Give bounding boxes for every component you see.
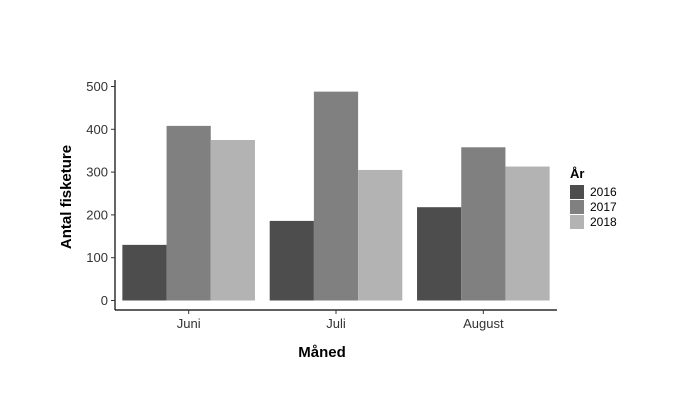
x-tick-label: Juni xyxy=(177,316,201,331)
y-tick-label: 0 xyxy=(101,293,108,308)
bar-juni-2016 xyxy=(122,244,167,301)
legend-title: År xyxy=(570,166,584,181)
bar-juni-2017 xyxy=(166,125,211,301)
bar-august-2017 xyxy=(461,147,506,301)
bar-juli-2017 xyxy=(313,91,359,301)
legend-swatch-2016 xyxy=(570,185,584,199)
bar-juli-2018 xyxy=(358,169,403,301)
bar-juli-2016 xyxy=(269,220,314,301)
legend-label-2017: 2017 xyxy=(590,200,617,214)
y-tick-label: 200 xyxy=(86,207,108,222)
bars-layer xyxy=(122,91,550,301)
x-tick-label: Juli xyxy=(326,316,346,331)
legend-label-2016: 2016 xyxy=(590,185,617,199)
x-tick-label: August xyxy=(463,316,504,331)
legend-swatch-2018 xyxy=(570,215,584,229)
bar-august-2016 xyxy=(417,207,462,301)
legend-label-2018: 2018 xyxy=(590,215,617,229)
bar-juni-2018 xyxy=(210,140,255,301)
y-tick-label: 300 xyxy=(86,165,108,180)
y-axis: 0 100 200 300 400 500 xyxy=(86,79,116,310)
y-tick-label: 100 xyxy=(86,250,108,265)
y-tick-label: 500 xyxy=(86,79,108,94)
y-axis-title: Antal fisketure xyxy=(58,145,75,249)
x-axis: Juni Juli August xyxy=(115,309,557,331)
y-tick-label: 400 xyxy=(86,122,108,137)
x-axis-title: Måned xyxy=(298,344,346,361)
bar-august-2018 xyxy=(505,166,550,301)
legend-swatch-2017 xyxy=(570,200,584,214)
